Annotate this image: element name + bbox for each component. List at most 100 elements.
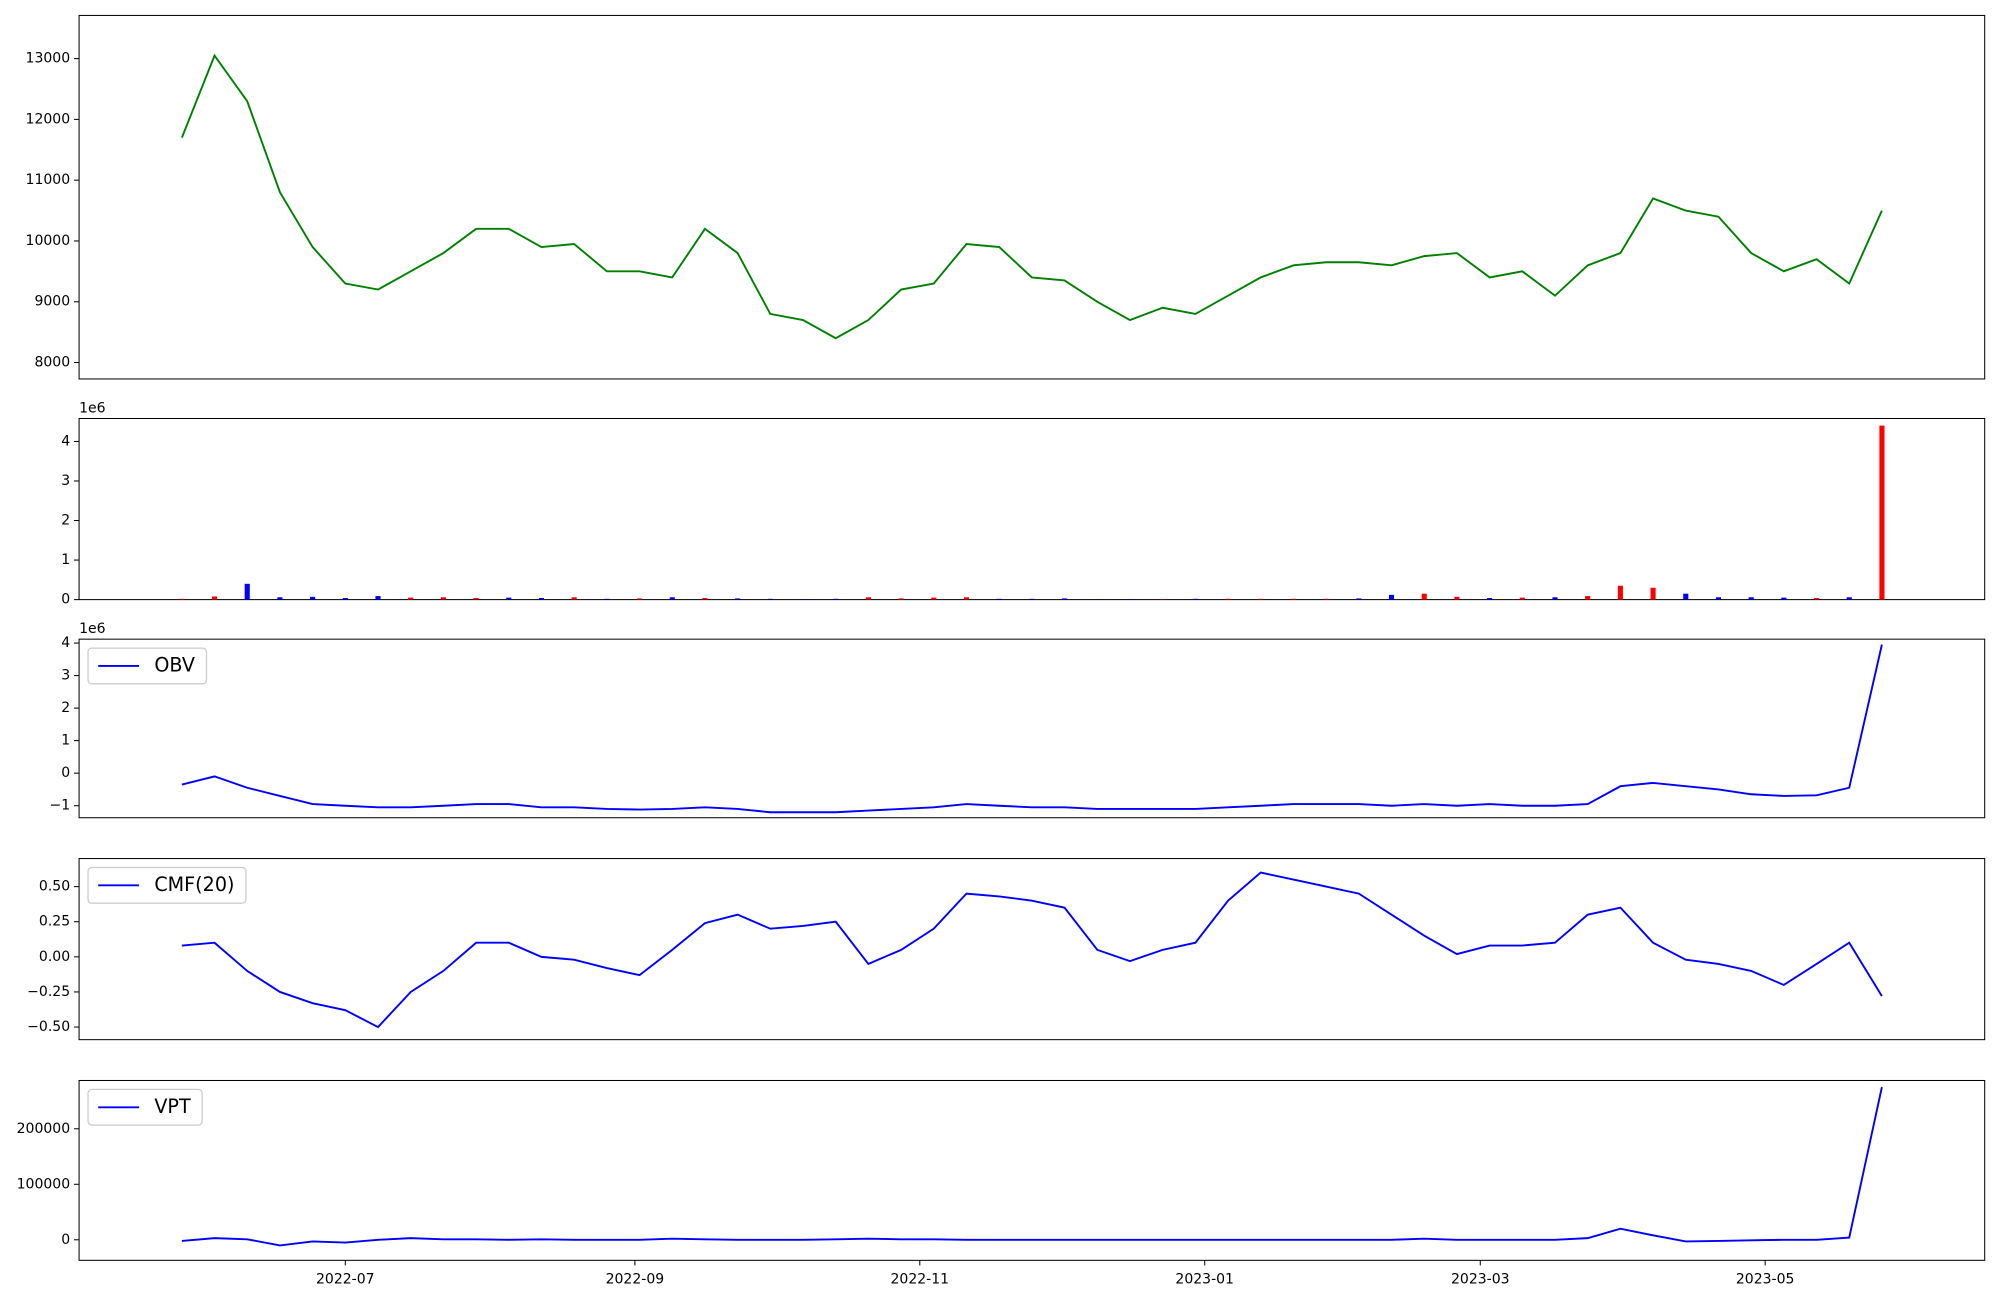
y-tick-label: 0 bbox=[61, 592, 70, 608]
bar bbox=[342, 598, 348, 600]
bar bbox=[408, 597, 414, 600]
panel: 0 100000 200000 2022-07 2022-09 2022-11 2023-0… bbox=[17, 1079, 1986, 1287]
bar bbox=[931, 597, 937, 600]
panel: −0.50 −0.25 0.00 0.25 0.50 CMF(20) bbox=[27, 858, 1986, 1041]
plot-frame bbox=[78, 417, 1986, 601]
panel: 0 1 2 3 4 1e6 bbox=[61, 400, 1986, 608]
legend: OBV bbox=[87, 647, 208, 685]
bar bbox=[571, 597, 577, 600]
bar bbox=[1029, 598, 1035, 600]
bar bbox=[1519, 597, 1525, 600]
bar bbox=[244, 583, 250, 600]
series-line bbox=[181, 871, 1883, 1029]
legend: VPT bbox=[87, 1088, 203, 1126]
bar bbox=[1258, 598, 1264, 600]
bar bbox=[375, 596, 381, 600]
y-offset-label: 1e6 bbox=[79, 621, 106, 637]
y-tick-label: 0.50 bbox=[39, 879, 70, 895]
y-tick-label: 0.25 bbox=[39, 914, 70, 930]
bar bbox=[1781, 597, 1787, 600]
plot-frame bbox=[78, 858, 1986, 1041]
series-line bbox=[181, 1086, 1883, 1247]
series-line bbox=[181, 644, 1883, 814]
legend-box bbox=[87, 647, 208, 685]
bar bbox=[277, 597, 283, 600]
bar bbox=[702, 598, 708, 600]
bar bbox=[833, 598, 839, 600]
bar bbox=[604, 598, 610, 600]
bar bbox=[1356, 598, 1362, 600]
y-tick-label: 1 bbox=[61, 733, 70, 749]
legend: CMF(20) bbox=[87, 866, 247, 904]
y-tick-label: 0 bbox=[61, 765, 70, 781]
y-tick-label: 10000 bbox=[26, 233, 71, 249]
bar bbox=[1617, 585, 1623, 600]
bar bbox=[1454, 596, 1460, 600]
y-tick-label: 2 bbox=[61, 700, 70, 716]
bar bbox=[1748, 597, 1754, 600]
bar bbox=[1290, 598, 1296, 600]
bar bbox=[538, 598, 545, 600]
bar bbox=[1192, 598, 1198, 600]
y-tick-label: 13000 bbox=[26, 51, 71, 67]
legend-label: CMF(20) bbox=[154, 873, 234, 896]
y-tick-label: 200000 bbox=[17, 1121, 71, 1137]
legend-box bbox=[87, 1088, 203, 1126]
bar bbox=[637, 598, 643, 600]
y-tick-label: −1 bbox=[49, 798, 70, 814]
y-tick-label: 12000 bbox=[26, 111, 71, 127]
x-tick-label: 2023-05 bbox=[1736, 1271, 1795, 1287]
y-tick-label: −0.25 bbox=[27, 984, 70, 1000]
y-tick-label: 0.00 bbox=[39, 949, 70, 965]
bar bbox=[669, 597, 675, 600]
bar bbox=[211, 596, 218, 600]
x-tick-label: 2022-11 bbox=[891, 1271, 950, 1287]
bar bbox=[1388, 594, 1395, 600]
y-tick-label: 9000 bbox=[34, 294, 70, 310]
y-tick-label: 8000 bbox=[34, 355, 70, 371]
y-tick-label: −0.50 bbox=[27, 1019, 70, 1035]
y-tick-label: 1 bbox=[61, 552, 70, 568]
bar bbox=[1552, 597, 1558, 600]
bar bbox=[996, 598, 1002, 600]
bar bbox=[1225, 598, 1231, 600]
bar bbox=[865, 597, 871, 600]
panel: −1 0 1 2 3 4 1e6 OBV bbox=[49, 621, 1986, 819]
x-tick-label: 2022-07 bbox=[316, 1271, 375, 1287]
panel: 8000 9000 10000 11000 12000 13000 bbox=[26, 14, 1986, 380]
bar bbox=[179, 598, 185, 600]
bar bbox=[1683, 593, 1689, 600]
x-tick-label: 2023-03 bbox=[1451, 1271, 1510, 1287]
bar bbox=[1715, 597, 1722, 600]
y-tick-label: 4 bbox=[61, 635, 70, 651]
y-offset-label: 1e6 bbox=[79, 400, 106, 416]
legend-box bbox=[87, 866, 247, 904]
y-tick-label: 2 bbox=[61, 513, 70, 529]
bar bbox=[1846, 597, 1852, 600]
bar bbox=[898, 598, 904, 600]
series-line bbox=[180, 53, 1883, 340]
bar bbox=[473, 598, 479, 600]
bar bbox=[1062, 598, 1068, 600]
bar bbox=[1487, 598, 1493, 600]
y-tick-label: 11000 bbox=[26, 172, 71, 188]
bar bbox=[1814, 598, 1820, 600]
bar bbox=[963, 597, 970, 600]
x-tick-label: 2023-01 bbox=[1175, 1271, 1234, 1287]
y-tick-label: 3 bbox=[61, 668, 70, 684]
bar bbox=[310, 596, 316, 600]
bar bbox=[1585, 596, 1591, 600]
legend-label: OBV bbox=[154, 653, 195, 676]
plot-frame bbox=[78, 1079, 1986, 1261]
bar bbox=[1650, 587, 1656, 600]
bar bbox=[735, 598, 741, 600]
y-tick-label: 4 bbox=[61, 433, 70, 449]
bar bbox=[1323, 598, 1329, 600]
plot-frame bbox=[78, 638, 1986, 819]
y-tick-label: 3 bbox=[61, 473, 70, 489]
bar bbox=[767, 598, 773, 600]
legend-label: VPT bbox=[154, 1095, 191, 1118]
y-tick-label: 100000 bbox=[17, 1176, 71, 1192]
x-tick-label: 2022-09 bbox=[606, 1271, 665, 1287]
